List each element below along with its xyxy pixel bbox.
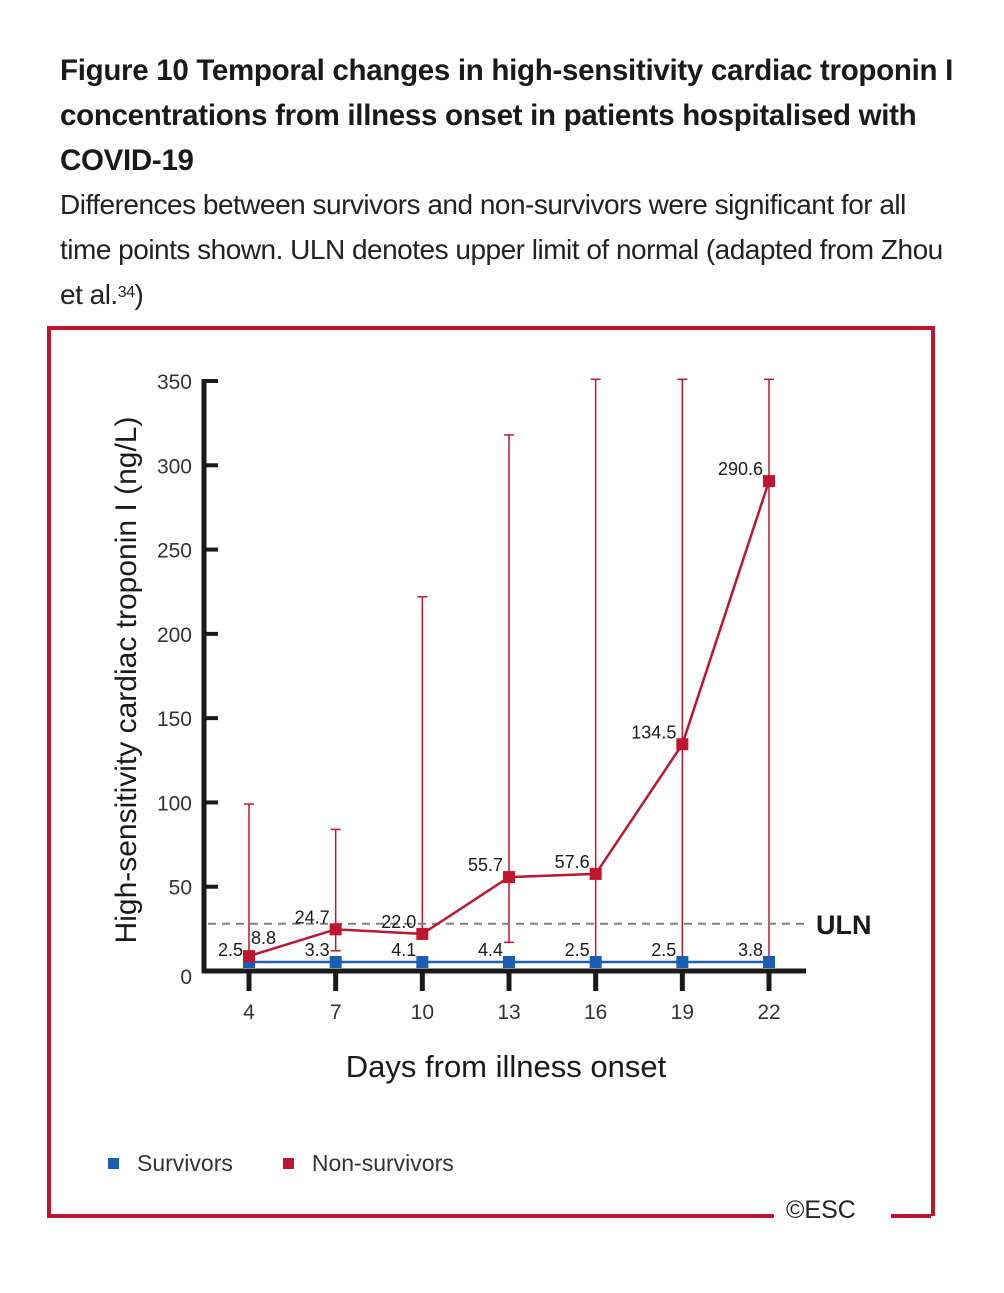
- legend-item-survivors: Survivors: [108, 1150, 233, 1177]
- figure-caption: Differences between survivors and non-su…: [60, 182, 960, 317]
- data-label-survivors: 4.1: [391, 940, 416, 960]
- marker-survivors: [589, 956, 602, 968]
- marker-non-survivors: [416, 927, 429, 940]
- data-label-non-survivors: 290.6: [718, 459, 763, 479]
- marker-non-survivors: [676, 738, 689, 751]
- y-tick-label: 150: [157, 708, 192, 731]
- legend-swatch-survivors: [108, 1158, 119, 1169]
- data-label-non-survivors: 57.6: [555, 852, 590, 872]
- marker-survivors: [416, 956, 429, 968]
- x-tick-label: 16: [584, 1001, 607, 1024]
- legend-label-survivors: Survivors: [137, 1150, 233, 1176]
- x-tick-label: 19: [671, 1001, 694, 1024]
- legend: Survivors Non-survivors: [108, 1150, 504, 1177]
- y-tick-label: 100: [157, 792, 192, 815]
- y-tick-label: 200: [157, 624, 192, 647]
- x-axis-title: Days from illness onset: [346, 1049, 667, 1084]
- data-label-non-survivors: 55.7: [468, 855, 503, 875]
- x-tick-label: 10: [411, 1001, 434, 1024]
- caption-text: Differences between survivors and non-su…: [60, 189, 943, 310]
- legend-item-non-survivors: Non-survivors: [282, 1150, 454, 1177]
- figure-title: Figure 10 Temporal changes in high-sensi…: [60, 54, 953, 177]
- x-tick-label: 13: [497, 1001, 520, 1024]
- marker-non-survivors: [763, 475, 775, 488]
- data-label-non-survivors: 134.5: [631, 722, 676, 742]
- y-tick-label: 50: [169, 877, 192, 900]
- series-markers: [243, 475, 775, 968]
- y-tick-label: 300: [157, 455, 192, 478]
- y-axis-title: High-sensitivity cardiac troponin I (ng/…: [110, 417, 143, 944]
- marker-non-survivors: [589, 867, 602, 880]
- legend-label-non-survivors: Non-survivors: [311, 1150, 454, 1176]
- caption-reference: 34: [117, 284, 135, 301]
- data-label-non-survivors: 24.7: [295, 907, 330, 927]
- marker-non-survivors: [503, 871, 515, 884]
- data-label-survivors: 3.8: [738, 940, 763, 960]
- frame-bottom-left: [47, 1214, 774, 1218]
- y-tick-label: 350: [157, 371, 192, 394]
- axes: 0 50 100 150 200 250 300 350 4 7 10 13 16 19 22: [157, 371, 806, 1024]
- marker-survivors: [676, 956, 689, 968]
- data-label-survivors: 2.5: [565, 940, 590, 960]
- data-label-survivors: 2.5: [651, 940, 676, 960]
- x-tick-label: 22: [757, 1001, 780, 1024]
- y-tick-label: 250: [157, 540, 192, 563]
- data-label-non-survivors: 8.8: [251, 928, 276, 948]
- copyright-label: ©ESC: [786, 1196, 856, 1224]
- x-tick-label: 7: [330, 1001, 342, 1024]
- frame-bottom-right: [891, 1214, 931, 1218]
- y-tick-label: 0: [180, 966, 192, 989]
- caption-end: ): [134, 279, 144, 310]
- marker-survivors: [329, 956, 342, 968]
- data-label-survivors: 2.5: [218, 940, 243, 960]
- data-label-survivors: 3.3: [305, 940, 330, 960]
- x-tick-label: 4: [243, 1001, 255, 1024]
- uln-label: ULN: [816, 910, 872, 940]
- marker-survivors: [503, 956, 515, 968]
- marker-survivors: [763, 956, 775, 968]
- legend-swatch-non-survivors: [282, 1158, 294, 1169]
- data-label-survivors: 4.4: [478, 940, 503, 960]
- data-label-non-survivors: 22.0: [381, 912, 416, 932]
- marker-non-survivors: [329, 923, 342, 936]
- data-labels: 2.5 3.3 4.1 4.4 2.5 2.5 3.8 8.8 24.7 22.0 55.7 57.6…: [218, 459, 763, 960]
- marker-non-survivors: [243, 950, 255, 963]
- figure-frame: [47, 326, 935, 1216]
